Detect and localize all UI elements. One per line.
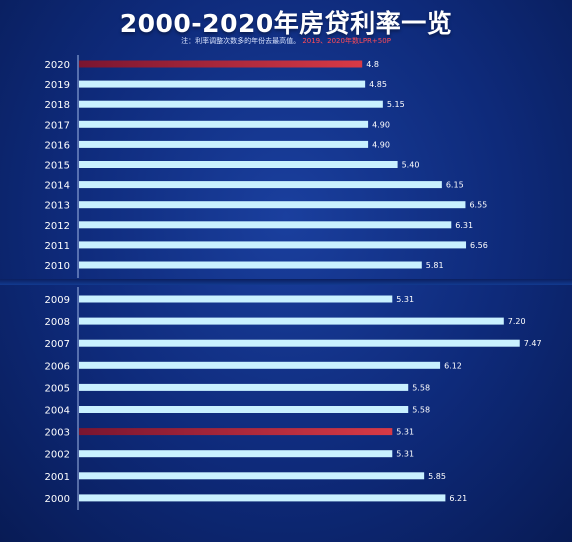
y-tick-label: 2013	[45, 201, 70, 212]
bar	[79, 361, 441, 369]
data-label: 6.15	[446, 181, 464, 190]
bar	[79, 494, 446, 502]
y-tick-label: 2005	[45, 383, 70, 394]
chart-note: 注：利率调整次数多的年份去最高值。 2019、2020年数LPR+50P	[0, 36, 572, 46]
data-label: 5.58	[412, 383, 430, 392]
data-label: 5.31	[396, 295, 414, 304]
y-tick-label: 2014	[45, 181, 70, 192]
y-tick-label: 2009	[45, 295, 70, 306]
y-tick-label: 2019	[45, 80, 70, 91]
data-label: 5.85	[428, 472, 446, 481]
bar	[79, 339, 520, 347]
bar	[79, 221, 452, 229]
data-label: 6.55	[469, 201, 487, 210]
bar	[79, 295, 393, 303]
y-tick-label: 2002	[45, 450, 70, 461]
bar	[79, 241, 467, 249]
data-label: 4.90	[372, 140, 390, 149]
data-label: 5.81	[426, 261, 444, 270]
y-tick-label: 2006	[45, 361, 70, 372]
y-tick-label: 2000	[45, 494, 70, 505]
y-tick-label: 2007	[45, 339, 70, 350]
y-tick-label: 2004	[45, 406, 70, 417]
chart-title: 2000-2020年房贷利率一览	[119, 9, 453, 38]
y-tick-label: 2008	[45, 317, 70, 328]
y-tick-label: 2010	[45, 261, 70, 272]
bar	[79, 181, 442, 189]
y-tick-label: 2017	[45, 120, 70, 131]
bar	[79, 100, 383, 108]
bar	[79, 140, 369, 148]
y-tick-label: 2018	[45, 100, 70, 111]
data-label: 6.31	[455, 221, 473, 230]
y-tick-label: 2020	[45, 60, 70, 71]
data-label: 7.47	[524, 339, 542, 348]
data-label: 5.15	[387, 100, 405, 109]
panel-divider	[0, 279, 572, 285]
y-tick-label: 2011	[45, 241, 70, 252]
y-tick-label: 2015	[45, 161, 70, 172]
data-label: 4.90	[372, 120, 390, 129]
bar	[79, 201, 466, 209]
data-label: 6.21	[449, 494, 467, 503]
bar	[79, 406, 409, 413]
y-tick-label: 2001	[45, 472, 70, 483]
data-label: 5.40	[402, 161, 420, 170]
data-label: 5.31	[396, 450, 414, 459]
bar	[79, 450, 393, 458]
bar	[79, 317, 504, 325]
bar	[79, 261, 422, 269]
bar	[79, 383, 409, 391]
data-label: 5.58	[412, 406, 430, 415]
y-tick-label: 2016	[45, 140, 70, 151]
data-label: 6.56	[470, 241, 488, 250]
y-tick-label: 2012	[45, 221, 70, 232]
y-tick-label: 2003	[45, 428, 70, 439]
highlighted-bar	[79, 60, 363, 68]
bar	[79, 120, 369, 128]
bar	[79, 161, 398, 168]
data-label: 4.85	[369, 80, 387, 89]
bar	[79, 472, 425, 480]
data-label: 5.31	[396, 428, 414, 437]
data-label: 7.20	[508, 317, 526, 326]
note-highlight: 2019、2020年数LPR+50P	[302, 37, 391, 45]
highlighted-bar	[79, 428, 393, 436]
data-label: 4.8	[366, 60, 379, 69]
data-label: 6.12	[444, 361, 462, 370]
bar	[79, 80, 366, 88]
note-text: 注：利率调整次数多的年份去最高值。	[181, 37, 301, 45]
